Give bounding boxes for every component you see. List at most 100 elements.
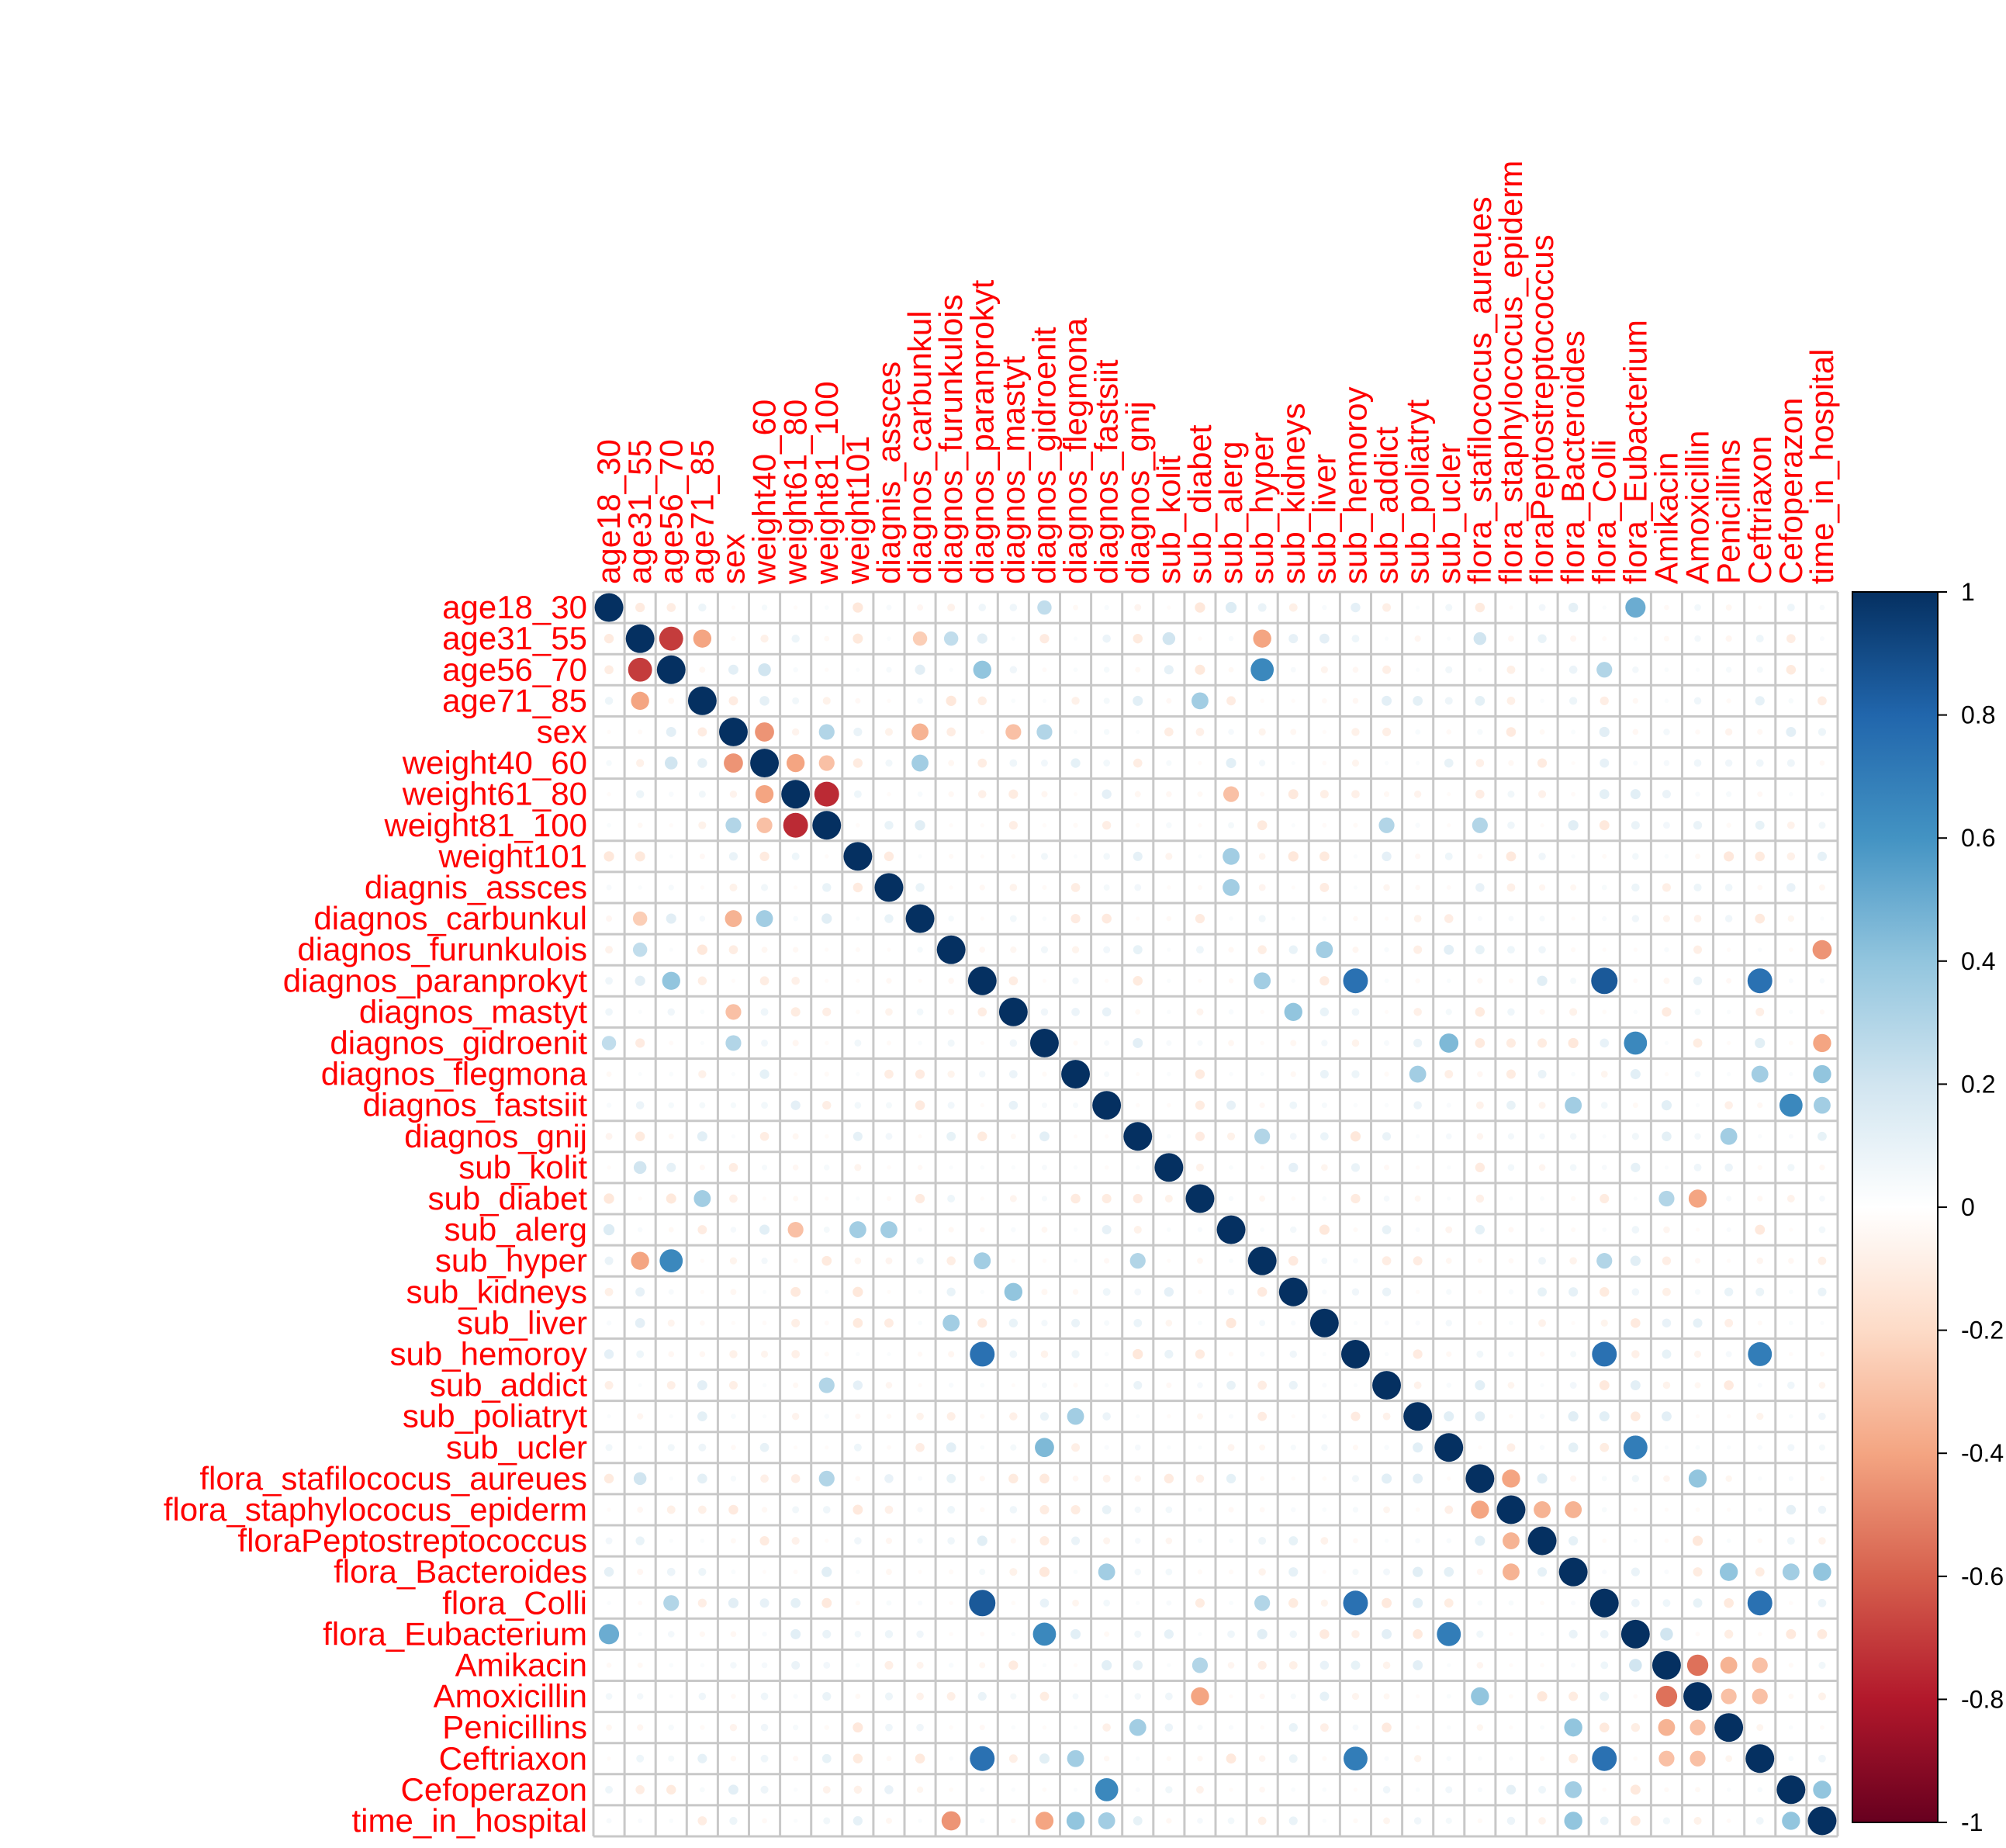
corr-circle-sub_kolit-age18_30 <box>607 1165 611 1170</box>
corr-circle-flora_staphylococus_epiderm-sub_ucler <box>1444 1505 1454 1514</box>
corr-circle-Amoxicillin-sub_poliatryt <box>1416 1694 1420 1699</box>
corr-circle-diagnis_assces-sub_liver <box>1319 883 1330 892</box>
corr-circle-diagnos_furunkulois-age18_30 <box>605 946 614 954</box>
corr-circle-flora_Colli-sub_addict <box>1382 1597 1392 1608</box>
corr-circle-diagnos_paranprokyt-diagnos_flegmona <box>1072 978 1079 985</box>
corr-circle-sub_hemoroy-diagnos_flegmona <box>1071 1350 1080 1358</box>
corr-circle-flora_stafilococus_aureues-weight81_100 <box>818 1470 835 1486</box>
corr-circle-sub_diabet-sub_kolit <box>1164 1194 1173 1203</box>
corr-circle-Penicillins-age56_70 <box>668 1724 674 1731</box>
corr-circle-diagnos_gnij-flora_Colli <box>1602 1134 1607 1139</box>
corr-circle-age31_55-Ceftriaxon <box>1755 635 1764 643</box>
corr-circle-diagnos_fastsiit-diagnos_flegmona <box>1072 1102 1079 1109</box>
corr-circle-weight81_100-diagnos_gnij <box>1135 822 1140 828</box>
corr-circle-sub_ucler-weight61_80 <box>794 1445 798 1450</box>
row-label-Ceftriaxon: Ceftriaxon <box>439 1740 587 1777</box>
corr-circle-Amoxicillin-weight101 <box>855 1694 861 1699</box>
corr-circle-diagnos_paranprokyt-sub_hyper <box>1254 972 1271 990</box>
corr-circle-weight81_100-flora_Eubacterium <box>1631 821 1640 830</box>
corr-circle-weight81_100-diagnos_carbunkul <box>915 820 925 831</box>
corr-circle-Ceftriaxon-sub_diabet <box>1197 1756 1203 1762</box>
corr-circle-diagnos_paranprokyt-sub_kolit <box>1167 978 1171 984</box>
corr-circle-weight101-diagnis_assces <box>884 851 894 862</box>
corr-circle-Amoxicillin-weight40_60 <box>760 1692 769 1701</box>
corr-circle-flora_staphylococus_epiderm-flora_staphylococus_epiderm <box>1496 1495 1526 1524</box>
corr-circle-diagnis_assces-weight40_60 <box>760 884 769 891</box>
corr-circle-sub_alerg-Penicillins <box>1726 1227 1731 1233</box>
corr-circle-diagnos_furunkulois-floraPeptostreptococcus <box>1538 946 1546 953</box>
corr-circle-sub_kolit-weight61_80 <box>792 1165 799 1171</box>
corr-circle-sub_diabet-sub_hemoroy <box>1351 1193 1361 1204</box>
corr-circle-sub_addict-diagnos_carbunkul <box>918 1383 922 1388</box>
corr-circle-diagnos_carbunkul-diagnos_gidroenit <box>1042 916 1047 921</box>
corr-circle-sex-sex <box>719 718 748 746</box>
corr-circle-age71_85-Amoxicillin <box>1693 697 1702 705</box>
corr-circle-flora_Bacteroides-weight40_60 <box>762 1569 767 1574</box>
corr-circle-diagnos_flegmona-diagnos_gidroenit <box>1042 1071 1047 1077</box>
corr-circle-weight61_80-Cefoperazon <box>1789 791 1793 797</box>
corr-circle-sex-flora_staphylococus_epiderm <box>1506 727 1517 737</box>
corr-circle-diagnos_gnij-sub_alerg <box>1227 1132 1236 1140</box>
corr-circle-flora_Colli-sub_liver <box>1320 1599 1328 1607</box>
corr-circle-time_in_hospital-diagnos_paranprokyt <box>979 1818 985 1824</box>
corr-circle-weight101-sub_liver <box>1319 851 1330 862</box>
corr-circle-age31_55-sub_alerg <box>1228 635 1234 642</box>
colorbar-tick-label: -0.8 <box>1961 1685 2004 1713</box>
corr-circle-flora_Eubacterium-Amikacin <box>1660 1628 1673 1641</box>
corr-circle-sub_addict-weight81_100 <box>818 1377 835 1393</box>
corr-circle-flora_Eubacterium-diagnos_flegmona <box>1070 1628 1081 1639</box>
corr-circle-age18_30-time_in_hospital <box>1819 604 1825 611</box>
corr-circle-flora_stafilococus_aureues-Cefoperazon <box>1788 1476 1794 1482</box>
corr-circle-Amikacin-flora_Eubacterium <box>1629 1659 1642 1672</box>
corr-circle-sub_hemoroy-flora_stafilococus_aureues <box>1476 1350 1484 1358</box>
corr-circle-age18_30-sub_alerg <box>1225 601 1237 614</box>
corr-circle-diagnos_paranprokyt-floraPeptostreptococcus <box>1537 975 1548 986</box>
corr-circle-age31_55-sub_poliatryt <box>1414 635 1421 642</box>
corr-circle-time_in_hospital-sub_alerg <box>1227 1817 1235 1825</box>
corr-circle-flora_Bacteroides-diagnos_paranprokyt <box>979 1569 986 1576</box>
corr-circle-weight61_80-floraPeptostreptococcus <box>1537 790 1547 798</box>
corr-circle-flora_Eubacterium-age18_30 <box>599 1624 620 1645</box>
corr-circle-weight81_100-Ceftriaxon <box>1755 820 1765 830</box>
corr-circle-sex-diagnos_flegmona <box>1073 729 1078 735</box>
corr-circle-age71_85-weight40_60 <box>759 696 770 706</box>
corr-circle-weight40_60-diagnos_carbunkul <box>911 754 929 772</box>
corr-circle-sub_diabet-flora_Bacteroides <box>1570 1196 1576 1202</box>
corr-circle-diagnos_furunkulois-Amoxicillin <box>1693 945 1703 954</box>
corr-circle-sub_hyper-Cefoperazon <box>1788 1258 1794 1264</box>
corr-circle-sub_hyper-sub_addict <box>1382 1256 1392 1266</box>
corr-circle-flora_staphylococus_epiderm-sub_diabet <box>1198 1507 1202 1512</box>
corr-circle-sub_liver-diagnos_furunkulois <box>942 1314 960 1332</box>
corr-circle-weight101-age71_85 <box>699 853 705 860</box>
corr-circle-Amikacin-sub_addict <box>1382 1661 1391 1670</box>
corr-circle-floraPeptostreptococcus-diagnos_fastsiit <box>1103 1537 1111 1545</box>
corr-circle-Amikacin-weight40_60 <box>761 1662 768 1669</box>
corr-circle-sub_alerg-diagnos_gidroenit <box>1041 1227 1048 1233</box>
row-label-flora_stafilococus_aureues: flora_stafilococus_aureues <box>199 1460 587 1497</box>
corr-circle-diagnos_mastyt-diagnos_fastsiit <box>1102 1007 1112 1017</box>
corr-circle-diagnos_gnij-sub_hemoroy <box>1350 1131 1361 1142</box>
corr-circle-floraPeptostreptococcus-flora_Eubacterium <box>1633 1538 1638 1543</box>
corr-circle-time_in_hospital-floraPeptostreptococcus <box>1538 1817 1546 1825</box>
corr-circle-diagnos_furunkulois-Amikacin <box>1664 946 1669 953</box>
col-label-age31_55: age31_55 <box>621 439 658 584</box>
corr-circle-age18_30-sub_hemoroy <box>1351 602 1361 613</box>
corr-circle-sex-flora_Bacteroides <box>1571 729 1576 735</box>
corr-circle-weight40_60-diagnos_flegmona <box>1070 758 1081 768</box>
corr-circle-diagnos_fastsiit-flora_stafilococus_aureues <box>1475 1101 1484 1109</box>
corr-circle-Amoxicillin-age18_30 <box>605 1693 613 1700</box>
corr-circle-diagnis_assces-Amikacin <box>1662 883 1671 892</box>
corr-circle-diagnos_paranprokyt-sub_poliatryt <box>1415 978 1420 984</box>
corr-circle-flora_Eubacterium-sub_alerg <box>1227 1630 1235 1639</box>
corr-circle-Penicillins-flora_staphylococus_epiderm <box>1509 1725 1513 1730</box>
corr-circle-time_in_hospital-diagnos_gidroenit <box>1035 1812 1054 1830</box>
corr-circle-sub_addict-diagnos_mastyt <box>1011 1383 1015 1388</box>
corr-circle-Penicillins-diagnos_furunkulois <box>949 1725 953 1730</box>
corr-circle-sub_hemoroy-diagnos_gnij <box>1133 1348 1143 1360</box>
corr-circle-floraPeptostreptococcus-diagnos_paranprokyt <box>977 1535 987 1546</box>
corr-circle-flora_Bacteroides-sub_ucler <box>1444 1566 1454 1577</box>
corr-circle-Penicillins-diagnos_carbunkul <box>916 1723 924 1732</box>
corr-circle-diagnos_gidroenit-floraPeptostreptococcus <box>1537 1038 1548 1048</box>
corr-circle-weight61_80-age18_30 <box>607 791 611 797</box>
corr-circle-flora_stafilococus_aureues-sub_hyper <box>1260 1476 1265 1481</box>
